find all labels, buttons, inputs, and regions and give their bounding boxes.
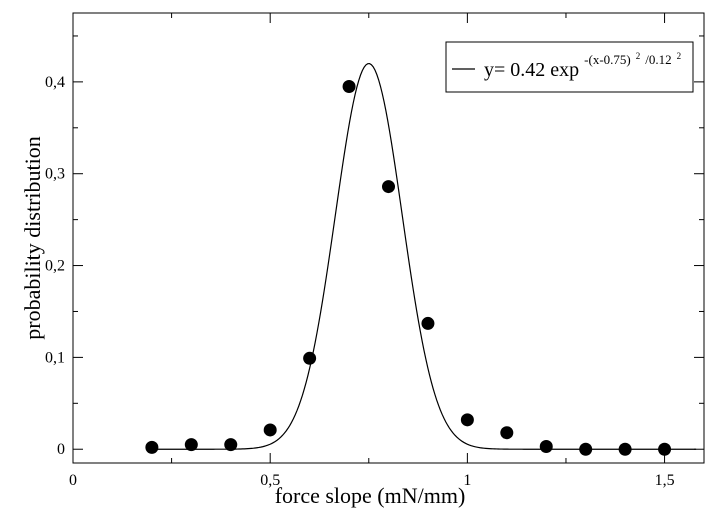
data-point	[184, 438, 198, 452]
data-point	[303, 351, 317, 365]
legend-text: y= 0.42 exp -(x-0.75) 2 /0.12 2	[484, 42, 681, 81]
fit-curve	[151, 63, 697, 450]
data-point	[500, 426, 514, 440]
x-tick-label: 1	[463, 472, 471, 489]
y-tick-label: 0	[57, 441, 65, 458]
y-tick-label: 0,2	[45, 258, 65, 275]
y-tick-label: 0,3	[45, 166, 65, 183]
data-point	[224, 438, 238, 452]
legend-formula-prefix: y= 0.42 exp	[484, 59, 579, 81]
data-point	[579, 442, 593, 456]
tick-labels: 0 0,5 1 1,5 0 0,1 0,2 0,3 0,4	[45, 74, 675, 489]
data-point	[145, 440, 159, 454]
data-point	[342, 79, 356, 93]
ticks	[72, 13, 704, 463]
y-tick-label: 0,4	[45, 74, 65, 91]
legend: y= 0.42 exp -(x-0.75) 2 /0.12 2	[445, 41, 694, 93]
legend-exponent-part1: -(x-0.75)	[584, 52, 631, 67]
data-point	[263, 423, 277, 437]
data-point	[382, 180, 395, 194]
legend-exponent-square1: 2	[636, 51, 641, 61]
x-tick-label: 0,5	[260, 472, 280, 489]
data-point	[539, 439, 553, 453]
data-points	[145, 79, 672, 456]
plot-frame	[72, 12, 705, 464]
legend-exponent-square2: 2	[677, 51, 682, 61]
legend-box	[445, 41, 694, 93]
x-tick-label: 1,5	[655, 472, 675, 489]
y-axis-label: probability distribution	[20, 136, 45, 340]
data-point	[658, 442, 672, 456]
data-point	[460, 413, 474, 427]
data-point	[618, 442, 632, 456]
x-axis-label: force slope (mN/mm)	[275, 483, 466, 508]
x-tick-label: 0	[69, 472, 77, 489]
legend-exponent-part2: /0.12	[645, 52, 671, 67]
data-point	[421, 316, 435, 330]
y-tick-label: 0,1	[45, 349, 65, 366]
